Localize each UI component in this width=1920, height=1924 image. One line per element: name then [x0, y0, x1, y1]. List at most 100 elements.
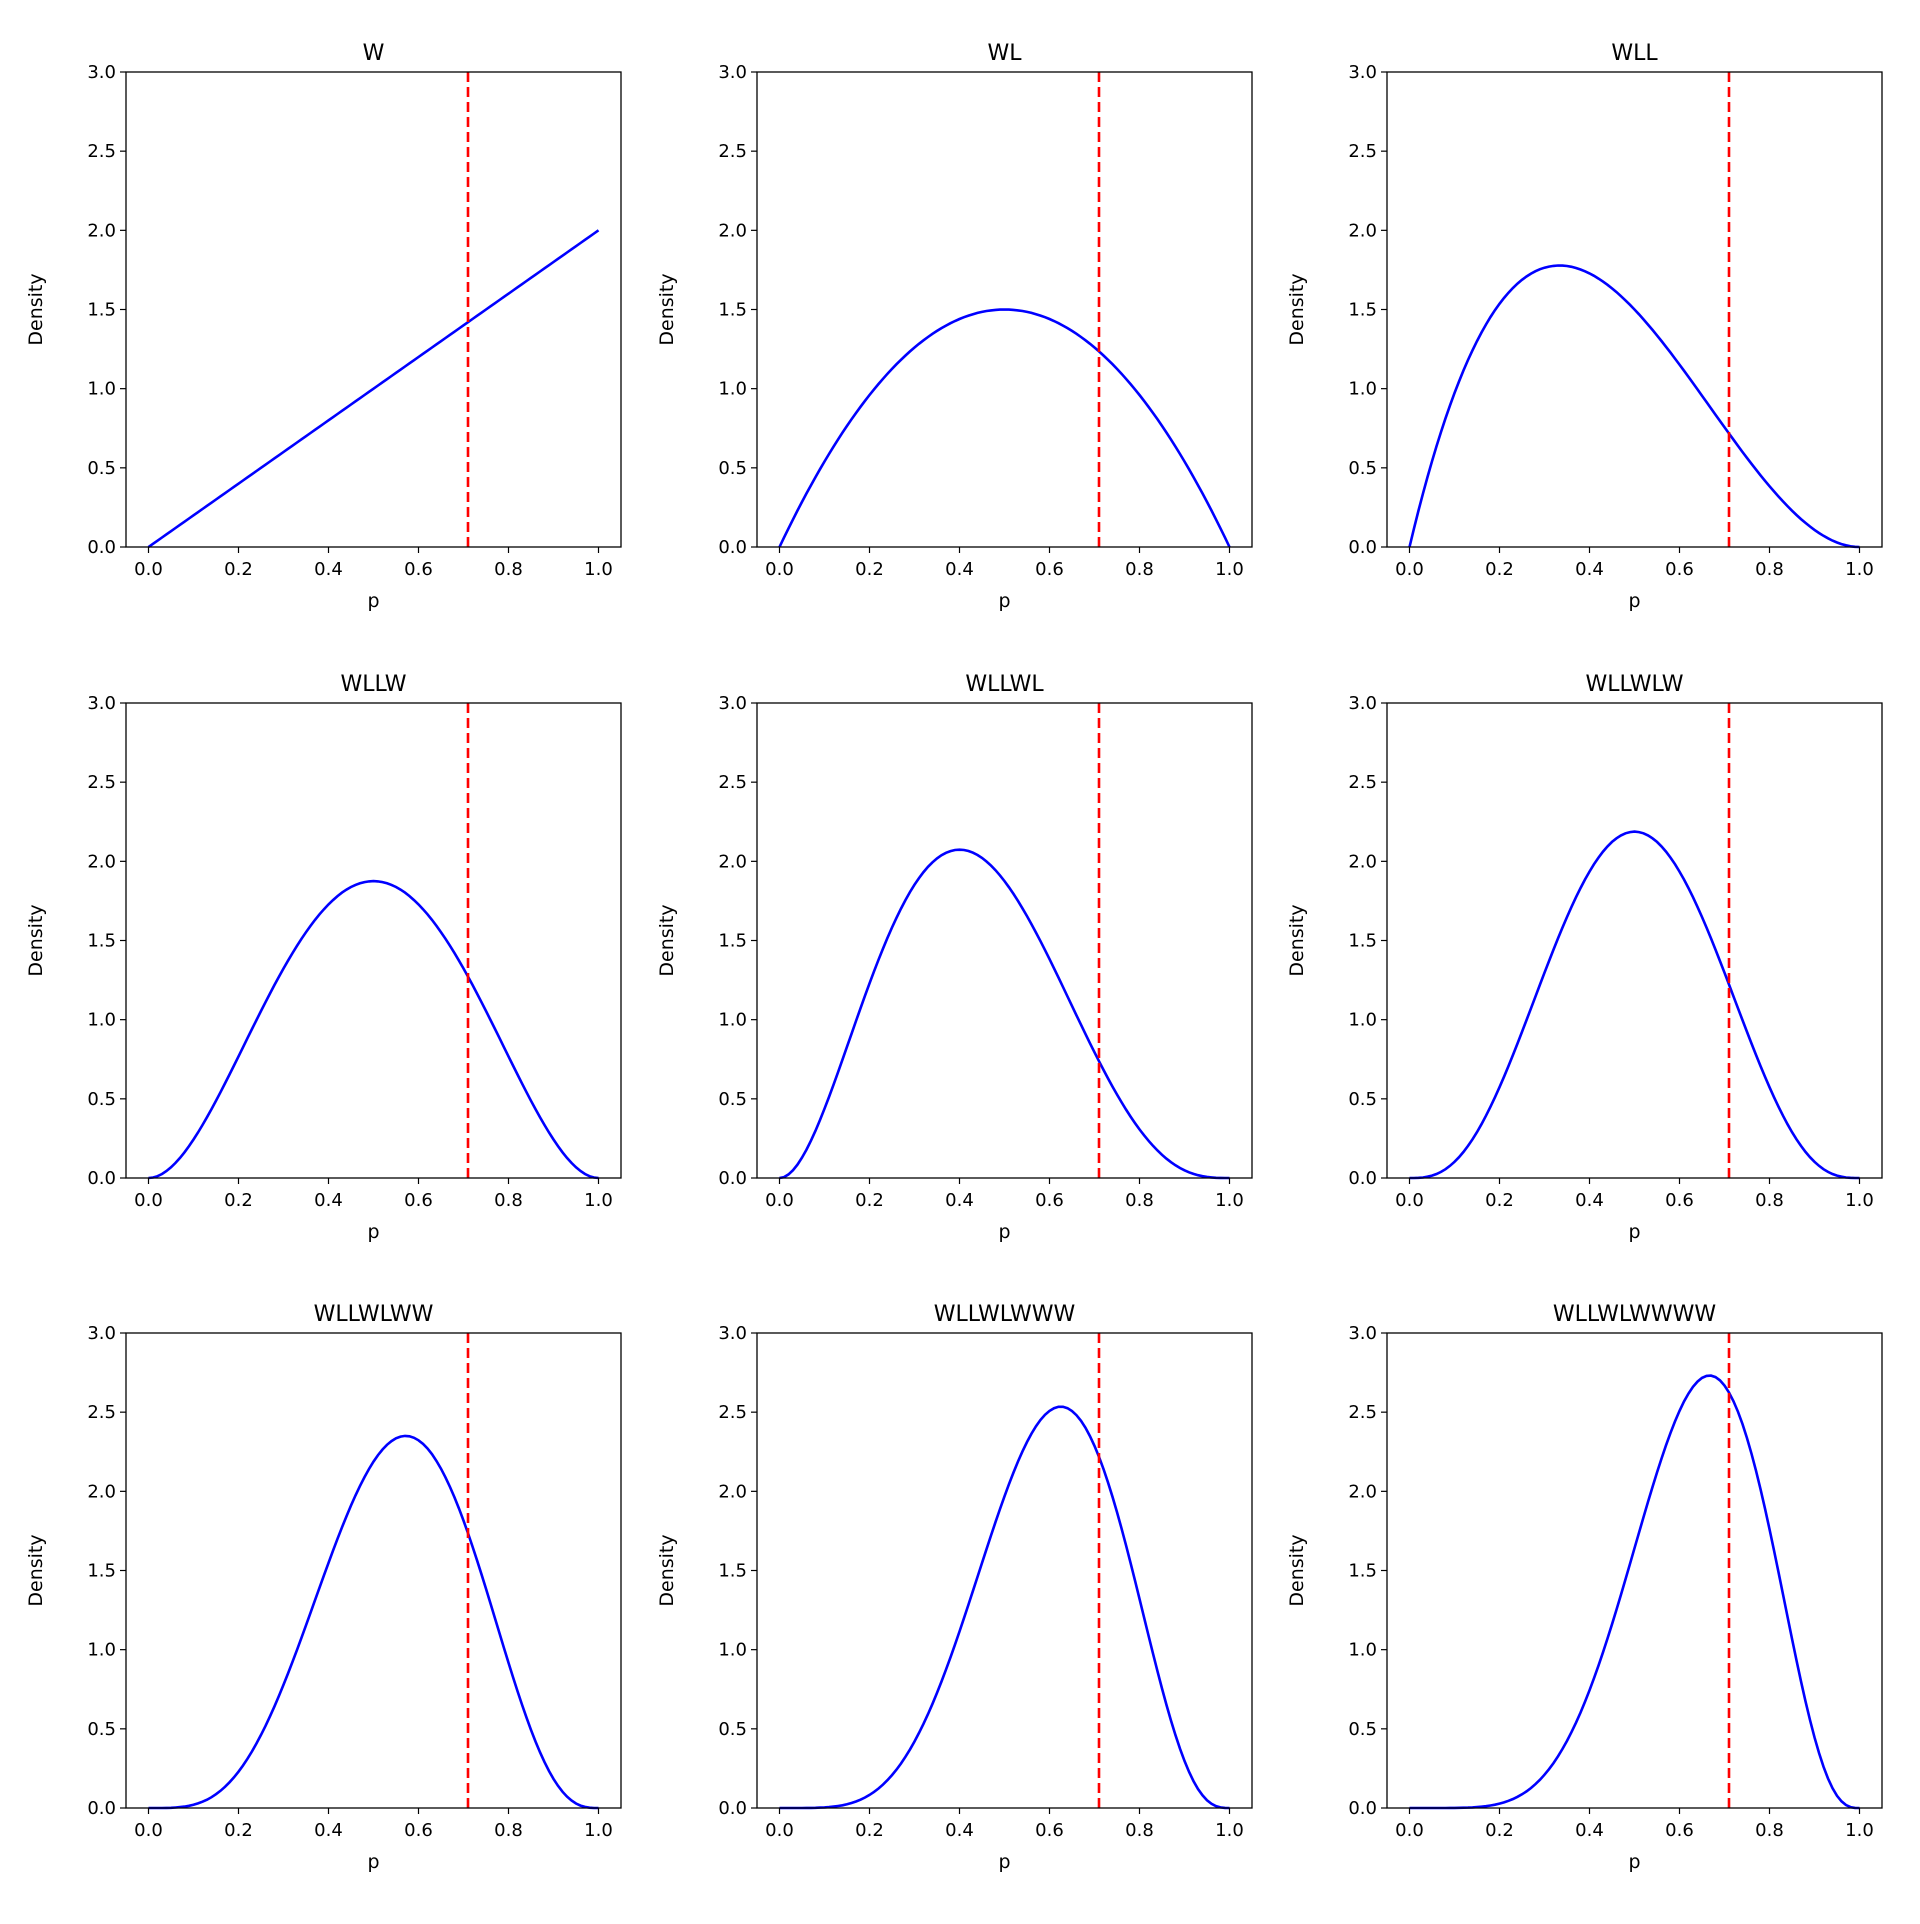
- x-axis-label: p: [367, 1221, 379, 1243]
- y-tick-label: 0.5: [87, 458, 116, 479]
- x-axis-label: p: [998, 590, 1010, 612]
- y-tick-label: 0.5: [718, 458, 747, 479]
- x-tick-label: 1.0: [1845, 1820, 1874, 1841]
- x-axis-label: p: [367, 590, 379, 612]
- x-tick-label: 0.4: [1575, 559, 1604, 580]
- x-tick-label: 0.8: [1125, 559, 1154, 580]
- y-tick-label: 0.5: [1348, 458, 1377, 479]
- subplot-title: WLLWL: [965, 672, 1044, 697]
- y-tick-label: 2.0: [718, 1481, 747, 1502]
- y-tick-label: 1.5: [718, 931, 747, 952]
- x-tick-label: 1.0: [1845, 559, 1874, 580]
- x-tick-label: 0.2: [1485, 559, 1514, 580]
- x-tick-label: 0.4: [945, 559, 974, 580]
- y-tick-label: 3.0: [87, 1323, 116, 1344]
- y-tick-label: 1.5: [87, 300, 116, 321]
- x-tick-label: 0.0: [765, 1190, 794, 1211]
- x-tick-label: 0.8: [1755, 1820, 1784, 1841]
- x-tick-label: 0.0: [765, 1820, 794, 1841]
- y-tick-label: 1.0: [87, 1010, 116, 1031]
- x-tick-label: 0.8: [494, 1820, 523, 1841]
- density-curve: [1408, 264, 1860, 549]
- subplot-title: WL: [987, 41, 1022, 66]
- x-tick-label: 0.0: [1395, 1820, 1424, 1841]
- y-tick-label: 2.0: [1348, 220, 1377, 241]
- y-tick-label: 0.0: [718, 1168, 747, 1189]
- subplot-6: 0.0 0.2 0.4 0.6 0.8 1.0 0.0 0.5 1.0 1.5 2.0 2.5 3.0 W…: [1286, 672, 1883, 1243]
- y-tick-label: 0.0: [87, 537, 116, 558]
- y-tick-label: 2.0: [1348, 1481, 1377, 1502]
- y-tick-label: 2.5: [718, 1402, 747, 1423]
- x-tick-label: 0.8: [1125, 1820, 1154, 1841]
- x-tick-label: 1.0: [1215, 1190, 1244, 1211]
- subplot-1: 0.0 0.2 0.4 0.6 0.8 1.0 0.0 0.5 1.0 1.5 2.0 2.5 3.0 W…: [25, 41, 622, 612]
- x-tick-label: 0.4: [945, 1190, 974, 1211]
- density-curve: [778, 308, 1231, 548]
- y-tick-label: 3.0: [718, 693, 747, 714]
- y-axis-label: Density: [1286, 904, 1308, 976]
- subplot-title: WLLWLW: [1586, 672, 1684, 697]
- y-tick-label: 1.0: [718, 379, 747, 400]
- y-tick-label: 2.5: [1348, 772, 1377, 793]
- y-tick-label: 3.0: [718, 62, 747, 83]
- subplot-3: 0.0 0.2 0.4 0.6 0.8 1.0 0.0 0.5 1.0 1.5 2.0 2.5 3.0 W…: [1286, 41, 1883, 612]
- y-tick-label: 2.5: [87, 772, 116, 793]
- x-tick-label: 0.6: [1665, 1820, 1694, 1841]
- y-tick-label: 0.5: [718, 1089, 747, 1110]
- x-axis-label: p: [998, 1221, 1010, 1243]
- y-tick-label: 2.0: [87, 220, 116, 241]
- y-tick-label: 2.5: [87, 1402, 116, 1423]
- y-axis-label: Density: [656, 904, 678, 976]
- y-tick-label: 0.5: [718, 1719, 747, 1740]
- y-tick-label: 0.5: [87, 1089, 116, 1110]
- y-tick-label: 2.5: [1348, 141, 1377, 162]
- y-tick-label: 2.0: [87, 851, 116, 872]
- y-tick-label: 1.5: [1348, 1561, 1377, 1582]
- x-tick-label: 0.2: [224, 1820, 253, 1841]
- axes-frame: [125, 702, 622, 1179]
- x-tick-label: 0.8: [1125, 1190, 1154, 1211]
- density-curve: [147, 229, 600, 549]
- x-axis-label: p: [1628, 1851, 1640, 1873]
- y-axis-label: Density: [25, 904, 47, 976]
- x-tick-label: 0.4: [314, 1820, 343, 1841]
- y-tick-label: 3.0: [1348, 693, 1377, 714]
- x-tick-label: 0.6: [1035, 559, 1064, 580]
- y-tick-label: 3.0: [87, 693, 116, 714]
- x-tick-label: 0.0: [765, 559, 794, 580]
- x-tick-label: 0.2: [855, 559, 884, 580]
- density-curve: [779, 1405, 1230, 1810]
- y-axis-label: Density: [25, 273, 47, 345]
- y-tick-label: 0.0: [87, 1798, 116, 1819]
- y-tick-label: 0.5: [1348, 1089, 1377, 1110]
- x-tick-label: 0.6: [1035, 1190, 1064, 1211]
- y-tick-label: 0.5: [87, 1719, 116, 1740]
- x-axis-label: p: [1628, 1221, 1640, 1243]
- axes-frame: [756, 702, 1253, 1179]
- y-tick-label: 2.5: [1348, 1402, 1377, 1423]
- subplot-title: WLLWLWWW: [934, 1302, 1076, 1327]
- y-axis-label: Density: [1286, 1534, 1308, 1606]
- density-curve: [1409, 1374, 1860, 1810]
- y-tick-label: 1.5: [87, 931, 116, 952]
- axes-frame: [125, 71, 622, 548]
- x-tick-label: 0.0: [134, 559, 163, 580]
- y-tick-label: 2.0: [87, 1481, 116, 1502]
- x-axis-label: p: [998, 1851, 1010, 1873]
- density-curve: [1409, 830, 1860, 1180]
- x-tick-label: 0.4: [1575, 1190, 1604, 1211]
- x-tick-label: 1.0: [584, 1820, 613, 1841]
- x-tick-label: 0.4: [945, 1820, 974, 1841]
- subplot-title: WLLWLWWWW: [1553, 1302, 1716, 1327]
- y-tick-label: 0.0: [1348, 1168, 1377, 1189]
- x-axis-label: p: [1628, 590, 1640, 612]
- y-tick-label: 2.0: [718, 851, 747, 872]
- subplot-title: WLL: [1611, 41, 1658, 66]
- y-tick-label: 1.0: [1348, 1640, 1377, 1661]
- y-tick-label: 3.0: [718, 1323, 747, 1344]
- density-curve: [779, 848, 1230, 1180]
- y-tick-label: 0.0: [1348, 537, 1377, 558]
- y-tick-label: 0.0: [87, 1168, 116, 1189]
- x-tick-label: 1.0: [584, 1190, 613, 1211]
- x-tick-label: 0.8: [1755, 559, 1784, 580]
